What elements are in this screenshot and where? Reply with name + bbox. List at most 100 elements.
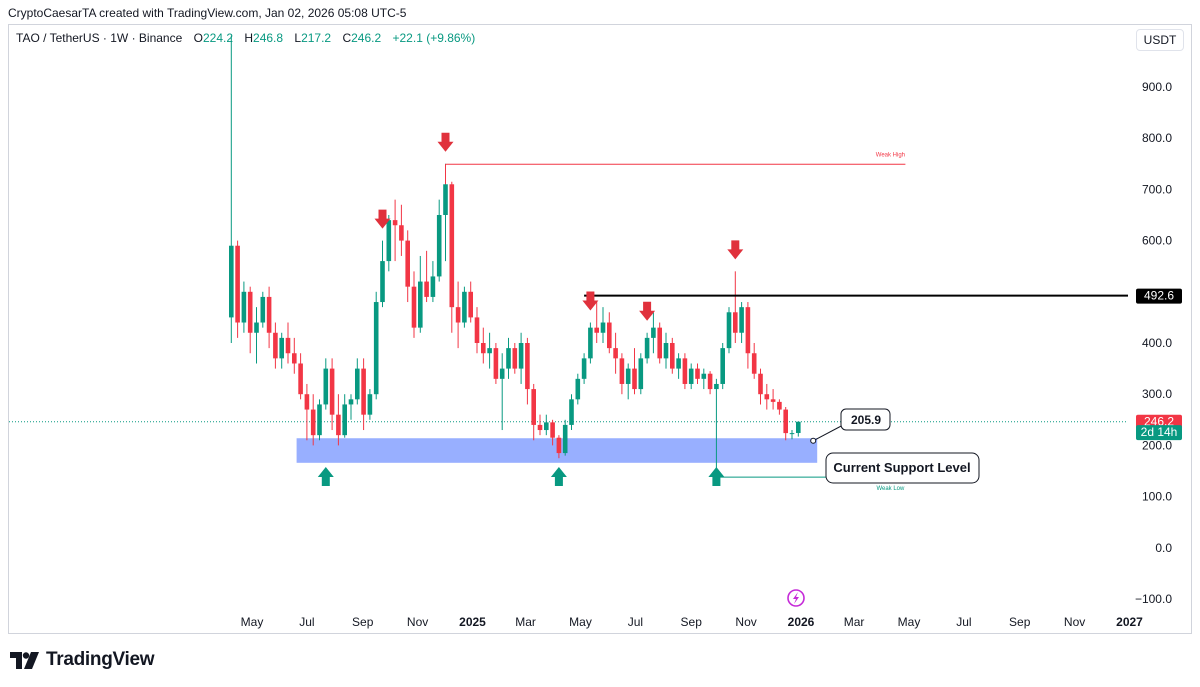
candle — [607, 312, 612, 354]
candle-body — [607, 322, 612, 349]
candle-body — [342, 404, 347, 436]
time-tick-label: Sep — [1009, 615, 1031, 629]
open-label: O — [193, 31, 203, 45]
price-badge — [1136, 425, 1182, 441]
candle — [499, 353, 505, 431]
candle — [657, 322, 662, 364]
candle-body — [625, 368, 631, 384]
candle-body — [373, 302, 379, 395]
candle — [342, 394, 347, 438]
candle-body — [418, 281, 423, 328]
candle-body — [411, 286, 417, 328]
candle-body — [758, 373, 763, 395]
candle — [247, 286, 253, 354]
candle — [783, 407, 788, 441]
candle-body — [512, 348, 518, 369]
time-tick-label: May — [898, 615, 921, 629]
tradingview-logo-icon — [10, 651, 39, 669]
candle — [367, 389, 373, 420]
time-tick-label: Nov — [1064, 615, 1085, 629]
callout-label: 205.9 — [851, 413, 881, 427]
candle — [720, 343, 725, 390]
candle — [254, 307, 259, 364]
candle-body — [575, 378, 581, 400]
price-tick-label: 700.0 — [1142, 182, 1172, 196]
candle-body — [499, 368, 505, 379]
candle — [487, 332, 492, 369]
close-label: C — [342, 31, 352, 45]
candle — [600, 307, 606, 343]
candle — [329, 358, 335, 431]
candle-body — [247, 291, 253, 333]
candle-body — [789, 433, 795, 435]
candle-body — [714, 383, 719, 390]
time-tick-label: May — [241, 615, 264, 629]
candle — [373, 291, 379, 400]
candle — [392, 199, 398, 262]
candle — [506, 337, 511, 379]
candle — [644, 332, 650, 364]
candle-body — [329, 368, 335, 415]
candle-body — [726, 312, 732, 349]
time-tick-label: Nov — [407, 615, 428, 629]
candle-body — [304, 394, 310, 410]
candle — [701, 368, 707, 390]
buy-arrow-icon — [317, 467, 334, 486]
candle-body — [594, 327, 599, 333]
candle — [739, 302, 744, 343]
candle-body — [518, 343, 524, 369]
candle — [474, 307, 480, 354]
candle-body — [506, 348, 511, 369]
tradingview-footer[interactable]: TradingView — [10, 649, 155, 671]
candle — [531, 383, 536, 441]
candle-body — [613, 348, 618, 359]
candle-body — [235, 245, 240, 323]
candle-body — [688, 368, 694, 384]
candle-body — [777, 401, 782, 410]
candle — [430, 261, 436, 303]
price-badge — [1136, 288, 1182, 304]
candle — [758, 368, 763, 405]
sell-arrow-icon — [374, 209, 391, 229]
footer-brand: TradingView — [46, 649, 155, 670]
candle — [273, 322, 278, 369]
candle — [670, 337, 675, 374]
candle-body — [638, 358, 644, 390]
candle — [751, 343, 757, 379]
time-tick-label: Mar — [844, 615, 865, 629]
weak-high-label: Weak High — [876, 152, 905, 158]
candle — [575, 373, 581, 405]
price-tick-label: 0.0 — [1155, 541, 1172, 555]
candle — [682, 353, 688, 390]
candle-body — [695, 368, 700, 379]
candle-body — [770, 399, 776, 402]
candle-body — [783, 409, 788, 434]
candle-body — [392, 220, 398, 226]
price-tick-label: 100.0 — [1142, 490, 1172, 504]
candle-body — [279, 337, 284, 359]
candle-body — [676, 358, 681, 369]
candle-body — [462, 291, 467, 323]
candle — [235, 240, 240, 338]
candle — [625, 363, 631, 400]
candle — [581, 353, 587, 384]
candle — [292, 337, 297, 374]
candle — [632, 348, 637, 395]
candle — [651, 312, 656, 354]
chart-frame — [8, 24, 1192, 634]
time-tick-label: Sep — [352, 615, 374, 629]
symbol-name[interactable]: TAO / TetherUS · 1W · Binance — [16, 31, 183, 45]
candle — [229, 35, 234, 343]
candle-body — [254, 322, 259, 333]
candle — [777, 399, 782, 415]
candle-body — [449, 184, 455, 308]
currency-button[interactable]: USDT — [1136, 29, 1184, 51]
candle — [613, 332, 618, 374]
candle-body — [537, 424, 543, 431]
candle — [638, 353, 644, 395]
candle-body — [600, 322, 606, 333]
callout-leader — [812, 423, 846, 442]
sell-arrow-icon — [727, 240, 744, 260]
candle — [764, 383, 770, 410]
